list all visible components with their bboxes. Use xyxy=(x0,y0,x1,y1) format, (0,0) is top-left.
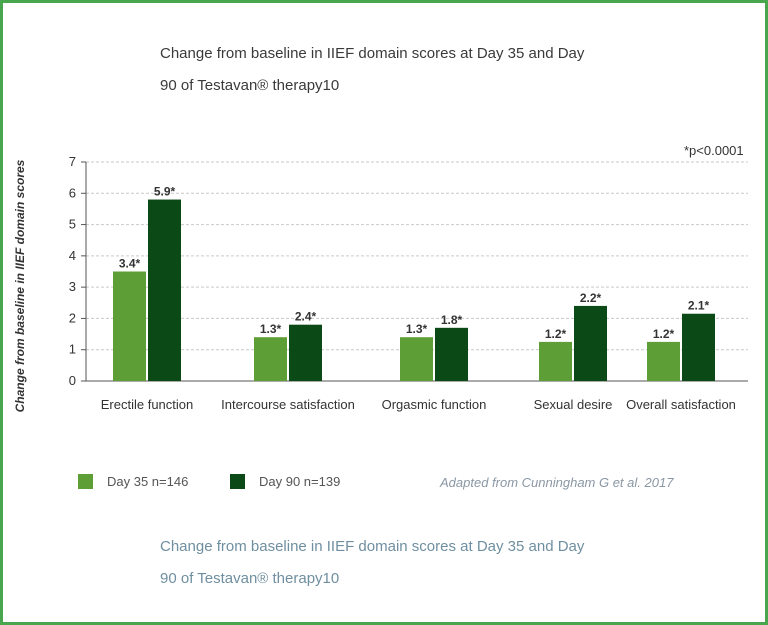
chart-caption: Change from baseline in IIEF domain scor… xyxy=(160,531,680,595)
chart-title-line1: Change from baseline in IIEF domain scor… xyxy=(160,45,585,62)
y-tick-label: 7 xyxy=(69,154,76,169)
bar-day35 xyxy=(539,341,572,381)
bar-day35 xyxy=(400,337,433,381)
bar-day90 xyxy=(682,313,715,381)
y-tick-label: 4 xyxy=(69,248,76,263)
data-label: 1.2* xyxy=(545,327,567,341)
bar-day35 xyxy=(647,341,680,381)
data-label: 2.1* xyxy=(688,299,710,313)
x-tick-label: Sexual desire xyxy=(534,397,613,412)
chart-title: Change from baseline in IIEF domain scor… xyxy=(160,38,680,102)
bar-day90 xyxy=(148,199,181,381)
data-label: 1.3* xyxy=(406,322,428,336)
bar-day90 xyxy=(574,305,607,381)
y-tick-label: 1 xyxy=(69,342,76,357)
data-label: 5.9* xyxy=(154,185,176,199)
significance-note: *p<0.0001 xyxy=(684,143,744,158)
data-label: 1.2* xyxy=(653,327,675,341)
chart-caption-line2: 90 of Testavan® therapy10 xyxy=(160,570,340,587)
x-tick-label: Orgasmic function xyxy=(382,397,487,412)
data-label: 1.8* xyxy=(441,313,463,327)
legend-swatch-day35 xyxy=(78,474,93,489)
source-note: Adapted from Cunningham G et al. 2017 xyxy=(440,475,674,490)
y-tick-label: 0 xyxy=(69,373,76,388)
bar-day90 xyxy=(435,327,468,381)
bar-day90 xyxy=(289,324,322,381)
x-tick-label: Erectile function xyxy=(101,397,194,412)
legend-label-day90: Day 90 n=139 xyxy=(259,474,341,489)
bar-day35 xyxy=(113,271,146,381)
y-tick-label: 2 xyxy=(69,310,76,325)
x-tick-label: Overall satisfaction xyxy=(626,397,736,412)
data-label: 1.3* xyxy=(260,322,282,336)
legend-label-day35: Day 35 n=146 xyxy=(107,474,189,489)
data-label: 3.4* xyxy=(119,257,141,271)
y-tick-label: 3 xyxy=(69,279,76,294)
legend-item-day90: Day 90 n=139 xyxy=(230,474,340,489)
y-tick-label: 5 xyxy=(69,217,76,232)
chart-caption-line1: Change from baseline in IIEF domain scor… xyxy=(160,538,585,555)
data-label: 2.2* xyxy=(580,291,602,305)
bar-day35 xyxy=(254,337,287,381)
x-tick-label: Intercourse satisfaction xyxy=(221,397,355,412)
legend-item-day35: Day 35 n=146 xyxy=(78,474,188,489)
legend-swatch-day90 xyxy=(230,474,245,489)
chart-title-line2: 90 of Testavan® therapy10 xyxy=(160,77,340,94)
y-tick-label: 6 xyxy=(69,185,76,200)
data-label: 2.4* xyxy=(295,310,317,324)
